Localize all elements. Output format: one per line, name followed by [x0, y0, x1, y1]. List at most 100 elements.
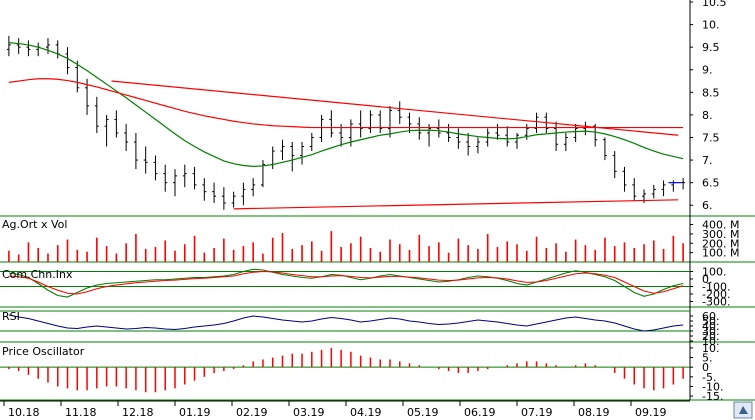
ohlc-bar	[622, 166, 627, 192]
ohlc-bar	[651, 184, 656, 199]
panel-title-volume: Ag.Ort x Vol	[2, 218, 67, 231]
ohlc-bar	[456, 128, 461, 149]
cci-line	[8, 270, 684, 295]
ohlc-bar	[466, 132, 471, 156]
volume-panel	[8, 231, 684, 262]
y-tick-label: 100. M	[702, 247, 739, 260]
y-tick-label: 8.5	[702, 86, 720, 99]
y-tick-label: 6.	[702, 199, 713, 212]
ohlc-bar	[143, 146, 148, 174]
ohlc-bar	[515, 132, 519, 149]
y-tick-label: 0	[702, 361, 709, 374]
ohlc-bar	[75, 60, 80, 93]
ohlc-bar	[300, 142, 305, 165]
x-tick-label: 08.19	[578, 406, 610, 419]
y-tick-label: 0.	[702, 273, 713, 286]
y-tick-label: 300. M	[702, 228, 739, 241]
panel-title-oscillator: Price Oscillator	[2, 345, 85, 358]
ohlc-bar	[309, 132, 314, 152]
ohlc-bar	[173, 169, 177, 197]
ohlc-bar	[495, 123, 500, 140]
y-tick-label: -5.	[702, 371, 716, 384]
moving-average-line	[8, 42, 684, 167]
x-tick-label: 02.19	[236, 406, 268, 419]
ohlc-bar	[505, 126, 510, 147]
x-tick-label: 04.19	[350, 406, 382, 419]
ohlc-bar	[163, 164, 168, 192]
ohlc-bar	[251, 178, 256, 197]
ohlc-bar	[94, 96, 99, 133]
x-tick-label: 06.19	[464, 406, 496, 419]
ohlc-bar	[260, 160, 265, 188]
ohlc-bar	[270, 146, 275, 170]
y-tick-label: 60.	[702, 310, 720, 323]
ohlc-bar	[45, 38, 50, 54]
x-tick-label: 07.19	[521, 406, 553, 419]
y-tick-label: -300.	[702, 296, 730, 309]
ohlc-bar	[16, 38, 21, 54]
settings-button[interactable]	[733, 401, 753, 419]
y-tick-label: 9.	[702, 64, 713, 77]
ohlc-bar	[583, 121, 588, 136]
settings-icon	[739, 406, 748, 414]
trend-line	[233, 199, 679, 210]
price-panel	[6, 35, 686, 210]
ohlc-bar	[397, 101, 402, 124]
y-tick-label: 9.5	[702, 41, 720, 54]
x-tick-label: 05.19	[407, 406, 439, 419]
y-tick-label: 8.	[702, 109, 713, 122]
y-tick-label: 5.	[702, 352, 713, 365]
ohlc-bar	[133, 132, 138, 170]
y-tick-label: 200. M	[702, 237, 739, 250]
ohlc-bar	[632, 178, 637, 201]
x-tick-label: 01.19	[179, 406, 211, 419]
ohlc-bar	[319, 114, 324, 142]
ohlc-bar	[563, 132, 568, 152]
oscillator-panel	[0, 347, 690, 393]
ohlc-bar	[241, 182, 246, 206]
y-tick-label: -200.	[702, 288, 730, 301]
ohlc-bar	[358, 110, 363, 138]
y-tick-label: 10.5	[702, 0, 727, 9]
y-tick-label: 20.	[702, 330, 720, 343]
y-tick-label: 7.	[702, 154, 713, 167]
ohlc-bar	[182, 164, 187, 188]
ohlc-bar	[329, 110, 334, 138]
ohlc-bar	[202, 178, 207, 201]
y-tick-label: 10.	[702, 342, 720, 355]
x-tick-label: 09.19	[635, 406, 667, 419]
ohlc-bar	[378, 110, 383, 133]
ohlc-bar	[290, 142, 295, 172]
ohlc-bar	[534, 112, 539, 133]
ohlc-bar	[192, 166, 197, 190]
y-tick-label: 30.	[702, 325, 720, 338]
trend-line	[111, 80, 679, 136]
ohlc-bar	[221, 187, 226, 210]
ohlc-bar	[554, 121, 559, 152]
moving-average-line	[8, 78, 684, 129]
ohlc-bar	[387, 105, 392, 138]
x-tick-label: 11.18	[65, 406, 97, 419]
ohlc-bar	[368, 110, 373, 133]
ohlc-bar	[231, 191, 236, 208]
ohlc-bar	[65, 47, 70, 75]
y-tick-label: -100.	[702, 281, 730, 294]
ohlc-bar	[436, 119, 441, 138]
ohlc-bar	[124, 123, 129, 152]
panel-title-rsi: RSI	[2, 310, 20, 323]
ohlc-bar	[114, 110, 119, 138]
y-tick-label: 100.	[702, 266, 727, 279]
ohlc-bar	[612, 151, 617, 179]
ohlc-bar	[104, 114, 109, 147]
ohlc-bar	[573, 123, 578, 142]
rsi-panel	[0, 310, 690, 332]
ohlc-bar	[153, 155, 158, 181]
y-tick-label: 10.	[702, 19, 720, 32]
y-tick-label: 7.5	[702, 131, 720, 144]
ohlc-bar	[602, 137, 607, 161]
ohlc-bar	[446, 123, 451, 142]
y-tick-label: 10.	[702, 335, 720, 348]
y-tick-label: 40.	[702, 320, 720, 333]
cci-panel	[0, 268, 690, 298]
